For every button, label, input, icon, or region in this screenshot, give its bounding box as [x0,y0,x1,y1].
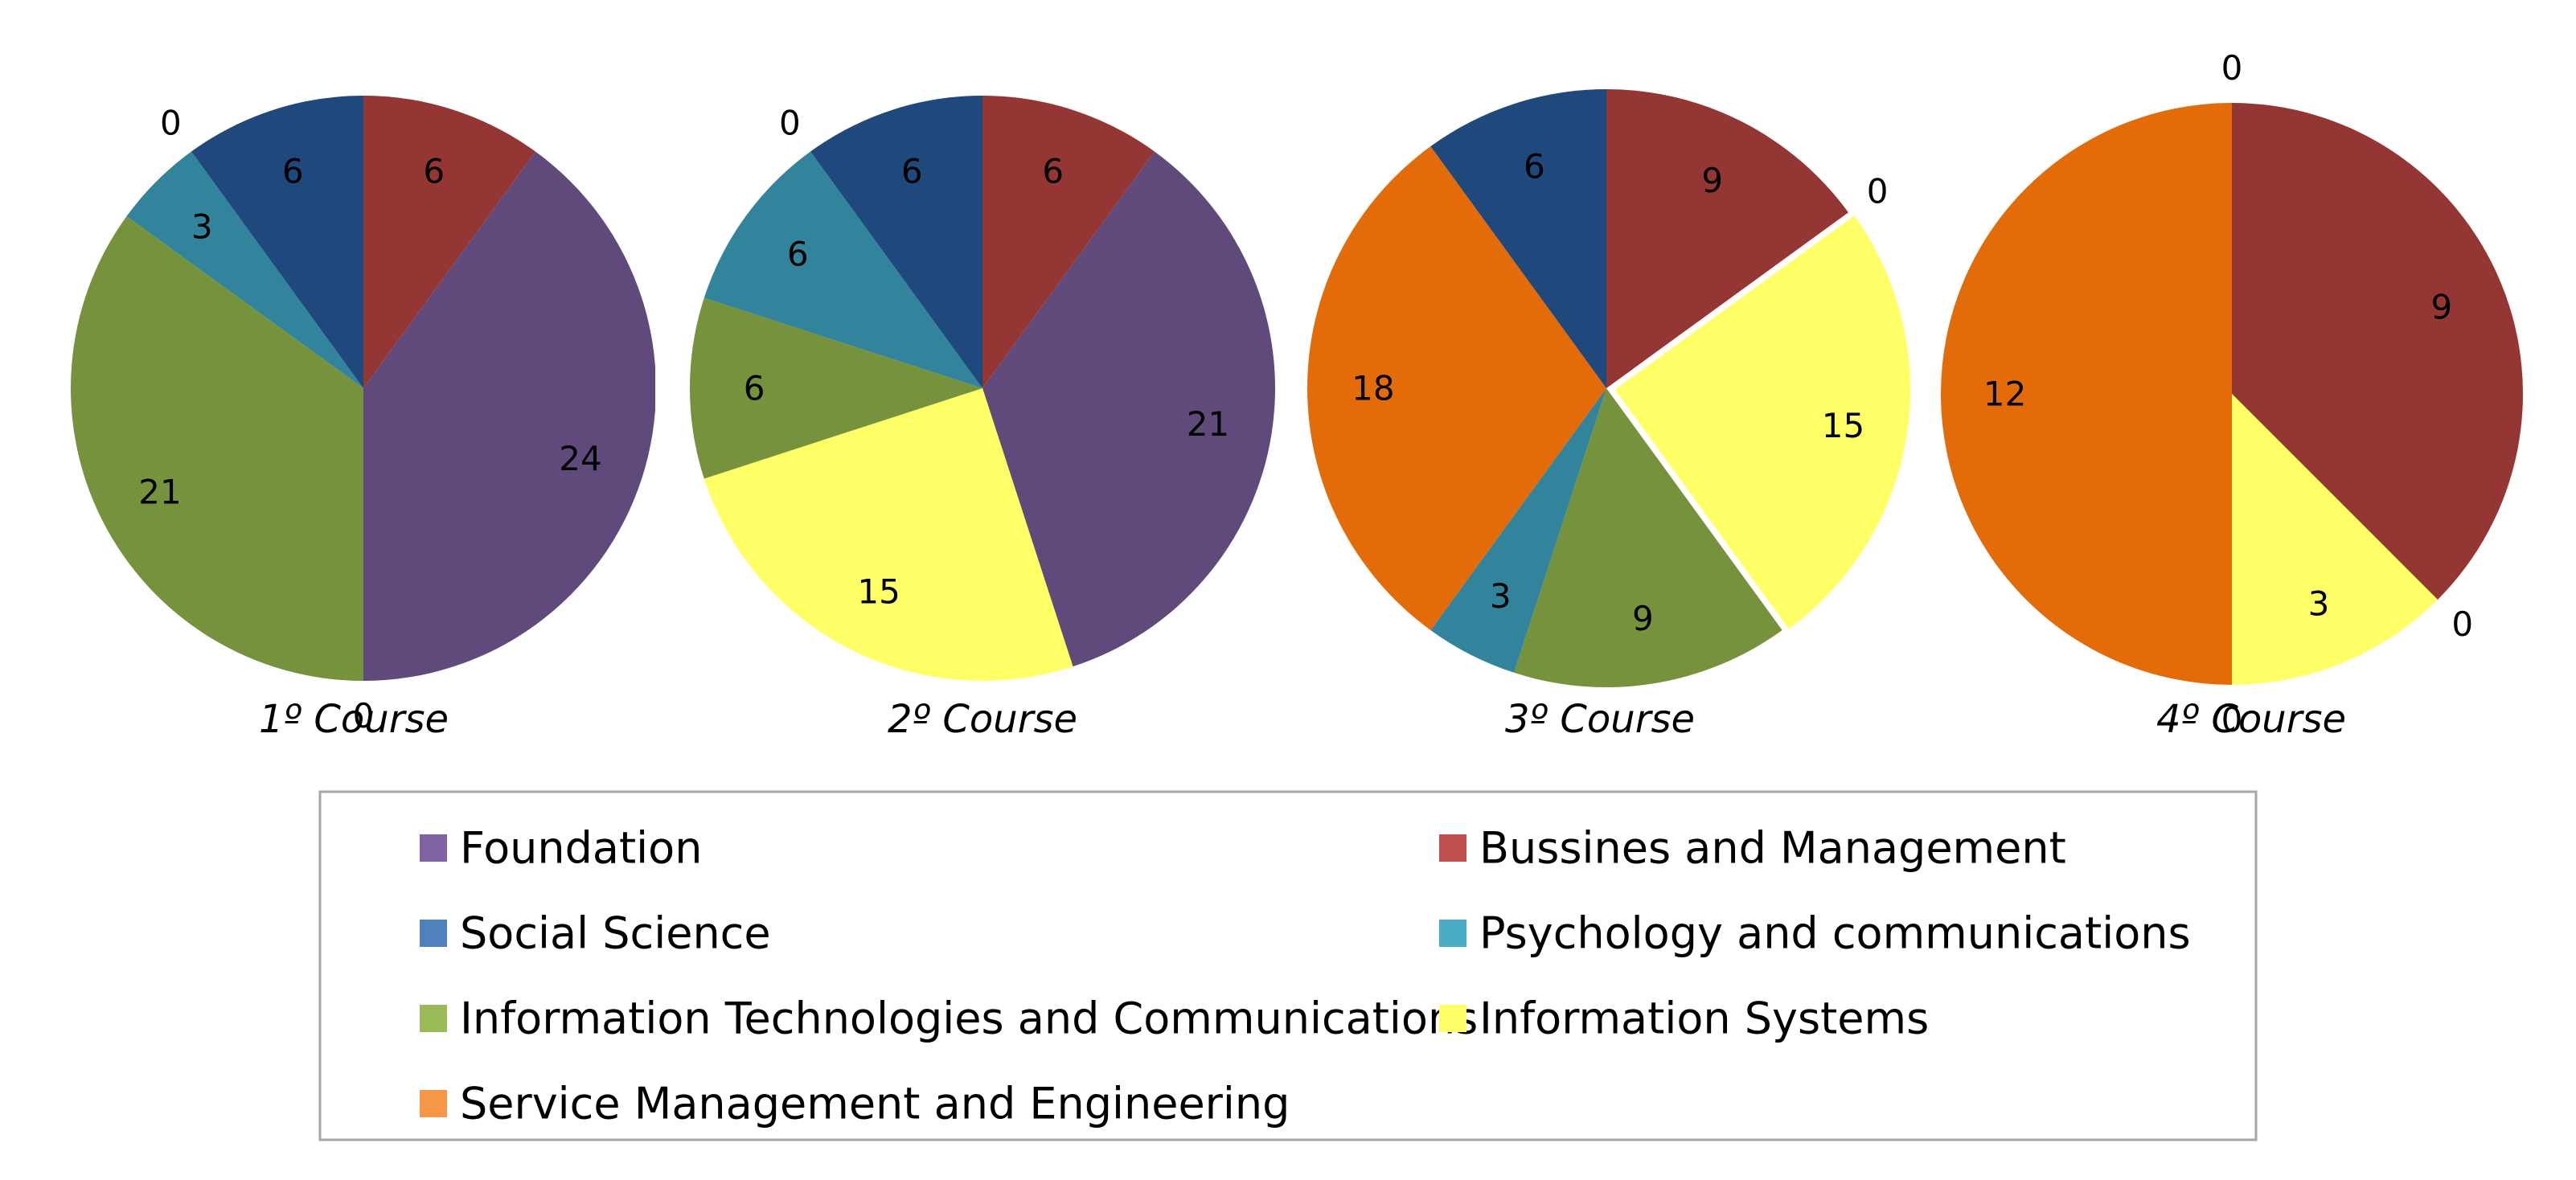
pie-2-slice-bussines-and-management [982,96,1155,388]
legend-box [318,790,2258,1141]
pie-2-label-social-science: 6 [901,151,923,191]
legend-item-foundation: Foundation [420,823,702,874]
legend-swatch-service-management-and-engineering [420,1090,447,1117]
pie-2-title: 2º Course [888,697,1077,742]
pie-1: 6 24 0 21 3 0 6 1º Course [70,96,655,742]
pie-3-label-foundation: 0 [1867,172,1889,211]
legend-label-service-management-and-engineering: Service Management and Engineering [460,1079,1290,1129]
pie-4-slice-bussines-and-management [2232,103,2524,600]
pie-3: 9 0 15 9 3 18 6 3º Course [1307,89,1914,742]
legend-item-information-technologies-and-communications: Information Technologies and Communicati… [420,994,1478,1044]
pie-2-label-information-technologies-and-communications: 6 [744,369,765,408]
pies-layer: 6 24 0 21 3 0 6 1º Course 6 21 15 6 6 0 6 2º Course 9 0 15… [70,48,2524,742]
legend-swatch-social-science [420,920,447,947]
pie-3-label-information-systems: 15 [1822,406,1864,445]
pie-2-slice-social-science [810,96,982,388]
legend-swatch-information-systems [1439,1005,1466,1032]
legend-label-foundation: Foundation [460,823,702,874]
legend-label-bussines-and-management: Bussines and Management [1479,823,2066,874]
pie-4-label-service-management-and-engineering: 12 [1983,375,2026,414]
pie-1-slice-bussines-and-management [363,96,535,388]
pie-4-label-psychology-and-communications: 0 [2221,700,2243,740]
pie-2: 6 21 15 6 6 0 6 2º Course [689,96,1276,742]
pie-3-title: 3º Course [1505,697,1695,742]
legend-swatch-bussines-and-management [1439,834,1466,862]
legend-label-information-technologies-and-communications: Information Technologies and Communicati… [460,994,1478,1044]
pie-3-label-social-science: 6 [1524,147,1545,186]
pie-3-label-bussines-and-management: 9 [1701,161,1723,200]
pie-4-title: 4º Course [2156,697,2346,742]
legend-label-psychology-and-communications: Psychology and communications [1479,908,2191,959]
pie-2-label-information-systems: 15 [857,572,900,611]
legend-swatch-psychology-and-communications [1439,920,1466,947]
pie-2-slice-information-technologies-and-communications [689,297,982,479]
pie-2-slice-foundation [982,151,1276,667]
pie-4-label-bussines-and-management: 9 [2430,287,2452,326]
pie-1-slice-psychology-and-communications [126,151,363,388]
legend-swatch-foundation [420,834,447,862]
pie-3-slice-information-technologies-and-communications [1514,388,1782,687]
legend-item-psychology-and-communications: Psychology and communications [1439,908,2191,959]
pie-2-slice-information-systems [703,388,1073,681]
legend-label-information-systems: Information Systems [1479,994,1929,1044]
pie-1-label-information-technologies-and-communications: 21 [138,472,181,511]
legend-layer: Foundation Bussines and Management Social … [420,823,2191,1129]
pie-3-slice-social-science [1430,89,1606,388]
pie-4-label-social-science: 0 [2221,48,2243,88]
pie-1-label-information-systems: 0 [353,696,375,735]
pie-2-label-bussines-and-management: 6 [1042,151,1064,191]
pie-1-label-psychology-and-communications: 3 [191,207,213,247]
pie-1-label-service-management-and-engineering: 0 [160,104,182,143]
pie-4-slice-information-systems [2232,394,2438,685]
pie-1-slice-foundation [363,151,655,681]
legend-item-service-management-and-engineering: Service Management and Engineering [420,1079,1290,1129]
legend-item-bussines-and-management: Bussines and Management [1439,823,2066,874]
pie-2-label-foundation: 21 [1187,404,1229,444]
legend-item-information-systems: Information Systems [1439,994,1929,1044]
pie-3-label-service-management-and-engineering: 18 [1352,369,1394,408]
pie-2-label-psychology-and-communications: 6 [787,235,809,274]
pie-1-label-social-science: 6 [282,151,304,191]
pie-2-slice-psychology-and-communications [703,151,982,388]
pie-1-label-foundation: 24 [559,439,601,478]
pie-2-label-service-management-and-engineering: 0 [779,104,801,143]
pie-4-label-information-systems: 3 [2308,584,2330,623]
pie-1-slice-social-science [191,96,363,388]
pie-4-slice-service-management-and-engineering [1941,103,2232,685]
legend-item-social-science: Social Science [420,908,771,959]
pie-3-slice-psychology-and-communications [1430,388,1606,673]
legend-label-social-science: Social Science [460,908,771,959]
pie-3-label-information-technologies-and-communications: 9 [1632,599,1654,638]
pie-3-slice-information-systems [1610,211,1914,634]
pie-3-slice-service-management-and-engineering [1307,146,1606,630]
pie-4-label-foundation: 0 [2451,604,2473,644]
pie-1-title: 1º Course [259,697,449,742]
legend-swatch-information-technologies-and-communications [420,1005,447,1032]
pie-1-slice-information-technologies-and-communications [70,216,363,682]
pie-3-slice-bussines-and-management [1606,89,1848,388]
pie-1-label-bussines-and-management: 6 [423,151,445,191]
pie-3-label-psychology-and-communications: 3 [1490,576,1512,616]
